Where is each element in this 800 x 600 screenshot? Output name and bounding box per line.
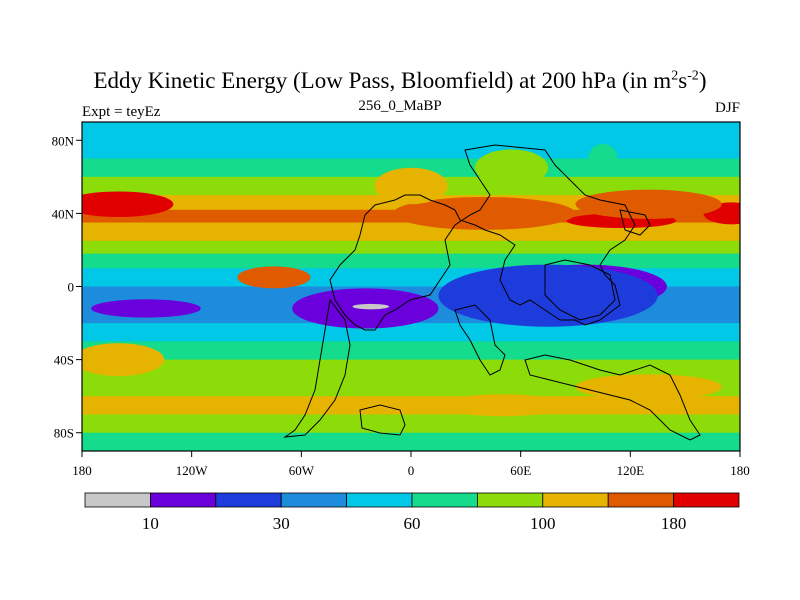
contour-band [82,253,740,270]
contour-region [474,149,549,186]
contour-band [82,377,740,398]
colorbar-swatch [346,492,413,508]
colorbar-label: 60 [404,514,421,533]
x-axis: 180 120W 60W 0 60E 120E 180 [72,451,750,478]
x-tick-label: 0 [408,463,415,478]
y-tick-label: 0 [68,280,75,295]
contour-region [575,374,722,400]
contour-band [82,414,740,434]
x-tick-label: 180 [72,463,92,478]
contour-region [575,189,722,219]
contour-region [438,264,658,327]
y-tick-label: 40N [52,206,75,221]
contour-band [82,323,740,343]
contour-region [438,394,567,417]
contour-region [82,191,174,218]
colorbar-swatch [215,492,282,508]
run-label: 256_0_MaBP [358,98,442,114]
contour-region [374,167,448,205]
contour-region [352,303,390,310]
contour-band [82,396,740,416]
colorbar-swatch [280,492,348,508]
colorbar-label: 100 [530,514,556,533]
x-tick-label: 120E [617,463,645,478]
contour-region [392,196,576,230]
contour-band [82,222,740,242]
contour-region [82,343,165,377]
y-tick-label: 80S [54,426,74,441]
contour-band [82,359,740,379]
contour-region [588,143,618,174]
x-tick-label: 60E [510,463,531,478]
coastline [283,144,701,441]
colorbar-swatch [411,492,478,508]
y-tick-label: 40S [54,353,74,368]
y-tick-label: 80N [52,133,75,148]
colorbar-swatch [476,492,544,508]
x-tick-label: 120W [176,463,209,478]
x-tick-label: 180 [730,463,750,478]
contour-band [82,122,740,142]
contour-region [91,299,201,318]
colorbar-label: 180 [661,514,687,533]
contour-region [237,266,311,289]
contour-band [82,432,740,451]
contour-band [82,140,740,160]
y-axis: 80N 40N 0 40S 80S [52,133,82,441]
colorbar-swatch [84,492,151,508]
contour-band [82,341,740,361]
colorbar-label: 30 [273,514,290,533]
season-label: DJF [714,100,740,116]
contour-field [82,122,740,451]
x-tick-label: 60W [289,463,315,478]
chart-title: Eddy Kinetic Energy (Low Pass, Bloomfiel… [93,68,707,93]
experiment-label: Expt = teyEz [82,104,161,120]
colorbar-swatch [149,492,217,508]
colorbar-label: 10 [142,514,159,533]
contour-band [82,240,740,255]
colorbar-swatch [607,492,675,508]
colorbar-swatch [673,492,740,508]
colorbar-swatch [542,492,609,508]
colorbar: 10 30 60 100 180 [84,492,740,533]
